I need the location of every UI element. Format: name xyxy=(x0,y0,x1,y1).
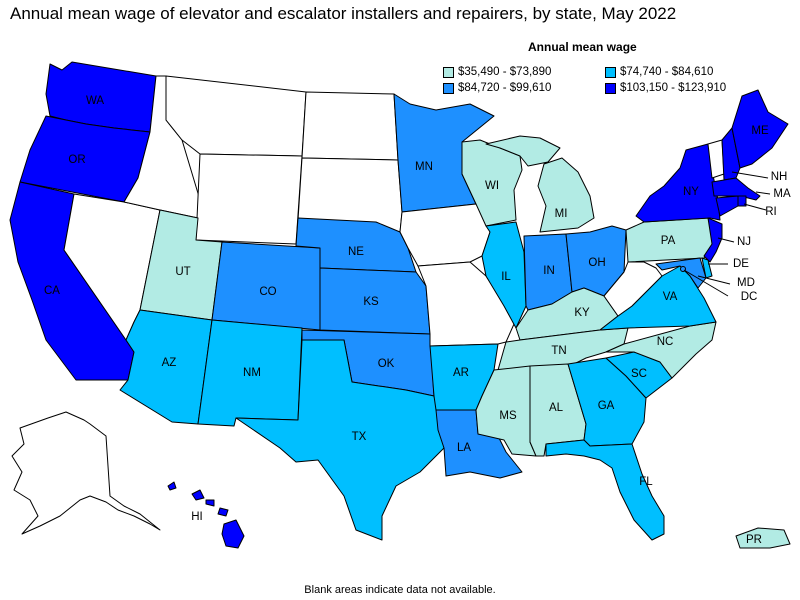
state-label-NY: NY xyxy=(683,186,699,198)
state-label-NH: NH xyxy=(771,171,788,183)
legend-item: $74,740 - $84,610 xyxy=(605,66,713,78)
state-label-DC: DC xyxy=(741,291,758,303)
state-NY[interactable] xyxy=(635,143,721,223)
state-label-WI: WI xyxy=(485,180,499,192)
legend-title: Annual mean wage xyxy=(528,40,637,54)
state-WV[interactable] xyxy=(603,261,663,317)
state-label-OK: OK xyxy=(378,358,395,370)
legend-item: $35,490 - $73,890 xyxy=(443,66,551,78)
legend-swatch xyxy=(443,82,454,94)
state-label-CO: CO xyxy=(259,286,276,298)
state-label-IL: IL xyxy=(501,271,511,283)
state-TX[interactable] xyxy=(235,339,445,541)
state-PR[interactable] xyxy=(735,527,791,549)
state-IA[interactable] xyxy=(399,203,491,267)
legend-item: $84,720 - $99,610 xyxy=(443,82,551,94)
state-label-AL: AL xyxy=(549,402,564,414)
legend-swatch xyxy=(605,82,616,94)
state-label-NM: NM xyxy=(243,367,261,379)
page-title: Annual mean wage of elevator and escalat… xyxy=(10,4,677,23)
legend-label: $74,740 - $84,610 xyxy=(620,66,714,78)
state-label-NC: NC xyxy=(657,336,674,348)
state-label-OH: OH xyxy=(588,257,605,269)
state-label-MI: MI xyxy=(555,208,568,220)
state-label-SC: SC xyxy=(631,368,647,380)
state-label-PA: PA xyxy=(661,235,676,247)
state-label-MS: MS xyxy=(499,410,517,422)
state-MD[interactable] xyxy=(655,257,707,289)
state-label-OR: OR xyxy=(68,154,85,166)
state-label-ME: ME xyxy=(751,125,769,137)
state-label-MD: MD xyxy=(737,277,755,289)
state-IL[interactable] xyxy=(481,221,527,329)
state-ME[interactable] xyxy=(731,89,789,169)
state-label-IN: IN xyxy=(543,265,555,277)
legend-item: $103,150 - $123,910 xyxy=(605,82,726,94)
state-ND[interactable] xyxy=(301,91,399,161)
state-label-UT: UT xyxy=(175,266,190,278)
state-MT[interactable] xyxy=(165,75,307,157)
callout-line-RI xyxy=(743,203,767,211)
callout-line-DC xyxy=(683,269,729,297)
state-RI[interactable] xyxy=(737,195,747,207)
footnote: Blank areas indicate data not available. xyxy=(304,584,496,596)
state-label-RI: RI xyxy=(765,206,777,218)
state-AK[interactable] xyxy=(11,411,161,535)
state-HI[interactable] xyxy=(167,481,245,549)
state-label-NJ: NJ xyxy=(737,236,751,248)
callout-line-NJ xyxy=(717,237,735,243)
callout-line-NH xyxy=(731,171,769,179)
state-label-KY: KY xyxy=(574,307,590,319)
state-label-WA: WA xyxy=(86,95,104,107)
state-label-LA: LA xyxy=(457,442,471,454)
state-label-NE: NE xyxy=(348,246,364,258)
state-CT[interactable] xyxy=(715,195,739,217)
state-MA[interactable] xyxy=(711,177,761,201)
state-label-HI: HI xyxy=(191,511,203,523)
state-label-MN: MN xyxy=(415,161,433,173)
state-MI[interactable] xyxy=(485,135,595,233)
state-label-TN: TN xyxy=(551,345,566,357)
state-label-FL: FL xyxy=(639,476,653,488)
state-label-KS: KS xyxy=(363,296,379,308)
state-label-AZ: AZ xyxy=(162,357,177,369)
state-label-VA: VA xyxy=(663,291,678,303)
state-label-PR: PR xyxy=(746,534,762,546)
state-label-AR: AR xyxy=(453,367,469,379)
state-label-DE: DE xyxy=(733,258,749,270)
state-NJ[interactable] xyxy=(703,217,723,263)
legend-label: $103,150 - $123,910 xyxy=(620,82,727,94)
legend-swatch xyxy=(605,66,616,78)
legend-label: $35,490 - $73,890 xyxy=(458,66,552,78)
state-DE[interactable] xyxy=(701,257,713,279)
state-FL[interactable] xyxy=(545,439,665,541)
state-label-GA: GA xyxy=(598,400,615,412)
callout-line-MA xyxy=(755,191,771,195)
state-label-TX: TX xyxy=(352,431,367,443)
legend-label: $84,720 - $99,610 xyxy=(458,82,552,94)
state-WY[interactable] xyxy=(195,153,303,245)
state-label-CA: CA xyxy=(44,285,60,297)
legend-swatch xyxy=(443,66,454,78)
callout-line-MD xyxy=(697,275,731,285)
state-label-MA: MA xyxy=(773,188,791,200)
